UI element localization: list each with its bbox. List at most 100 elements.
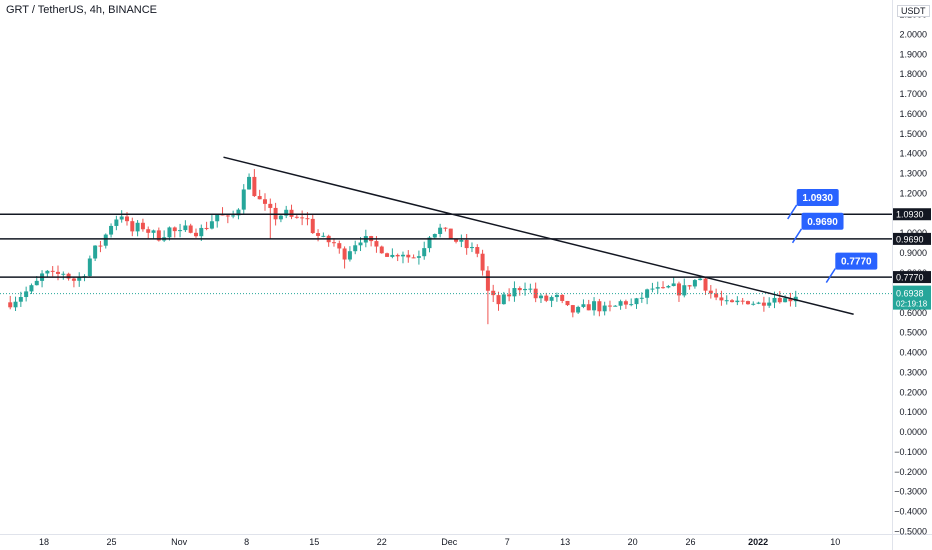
- candlestick[interactable]: [109, 223, 114, 238]
- candlestick[interactable]: [268, 198, 273, 239]
- candlestick[interactable]: [602, 301, 607, 316]
- candlestick[interactable]: [300, 210, 305, 226]
- candlestick[interactable]: [416, 250, 421, 265]
- candlestick[interactable]: [565, 300, 570, 307]
- candlestick[interactable]: [756, 301, 761, 305]
- candlestick[interactable]: [480, 249, 485, 276]
- trend-line[interactable]: [223, 156, 854, 315]
- price-callout[interactable]: 0.9690: [791, 212, 844, 244]
- candlestick[interactable]: [724, 295, 729, 305]
- candlestick[interactable]: [592, 297, 597, 316]
- candlestick[interactable]: [204, 221, 209, 231]
- candlestick[interactable]: [597, 298, 602, 317]
- candlestick[interactable]: [289, 204, 294, 220]
- candlestick[interactable]: [395, 253, 400, 262]
- candlestick[interactable]: [209, 215, 214, 230]
- candlestick[interactable]: [406, 250, 411, 263]
- candlestick[interactable]: [655, 281, 660, 294]
- candlestick[interactable]: [682, 278, 687, 298]
- candlestick[interactable]: [103, 233, 108, 249]
- candlestick[interactable]: [645, 288, 650, 305]
- candlestick[interactable]: [629, 298, 634, 307]
- candlestick[interactable]: [71, 276, 76, 288]
- candlestick[interactable]: [448, 228, 453, 240]
- candlestick[interactable]: [379, 245, 384, 254]
- candlestick[interactable]: [507, 288, 512, 302]
- candlestick[interactable]: [528, 283, 533, 293]
- candlestick[interactable]: [676, 281, 681, 302]
- candlestick[interactable]: [751, 301, 756, 306]
- candlestick[interactable]: [719, 290, 724, 306]
- candlestick[interactable]: [321, 232, 326, 238]
- candlestick[interactable]: [533, 282, 538, 303]
- candlestick[interactable]: [730, 299, 735, 303]
- candlestick[interactable]: [570, 304, 575, 318]
- candlestick[interactable]: [623, 299, 628, 309]
- candlestick[interactable]: [257, 189, 262, 200]
- candlestick[interactable]: [247, 173, 252, 190]
- candlestick[interactable]: [50, 266, 55, 277]
- candlestick[interactable]: [18, 291, 23, 307]
- candlestick[interactable]: [400, 251, 405, 264]
- plot-area[interactable]: [0, 0, 892, 534]
- candlestick[interactable]: [146, 226, 151, 239]
- candlestick[interactable]: [8, 295, 13, 310]
- candlestick[interactable]: [178, 223, 183, 238]
- candlestick[interactable]: [411, 254, 416, 259]
- candlestick[interactable]: [639, 292, 644, 303]
- candlestick[interactable]: [703, 278, 708, 296]
- candlestick[interactable]: [512, 281, 517, 302]
- candlestick[interactable]: [560, 294, 565, 304]
- candlestick[interactable]: [353, 240, 358, 255]
- candlestick[interactable]: [671, 276, 676, 287]
- candlestick[interactable]: [544, 292, 549, 303]
- candlestick[interactable]: [61, 271, 66, 280]
- candlestick[interactable]: [183, 220, 188, 233]
- candlestick[interactable]: [586, 299, 591, 311]
- candlestick[interactable]: [172, 226, 177, 238]
- candlestick[interactable]: [87, 255, 92, 278]
- candlestick[interactable]: [225, 214, 230, 224]
- candlestick[interactable]: [538, 293, 543, 303]
- candlestick[interactable]: [613, 305, 618, 307]
- candlestick[interactable]: [708, 285, 713, 299]
- candlestick[interactable]: [252, 169, 257, 197]
- level-price-label[interactable]: 1.0930: [893, 208, 931, 221]
- price-callout[interactable]: 0.7770: [825, 252, 878, 283]
- candlestick[interactable]: [607, 300, 612, 312]
- candlestick[interactable]: [278, 214, 283, 223]
- candlestick[interactable]: [342, 246, 347, 269]
- candlestick[interactable]: [714, 288, 719, 301]
- candlestick[interactable]: [661, 281, 666, 289]
- candlestick[interactable]: [98, 240, 103, 253]
- candlestick[interactable]: [496, 291, 501, 311]
- candlestick[interactable]: [13, 296, 18, 312]
- candlestick[interactable]: [45, 269, 50, 278]
- candlestick[interactable]: [93, 245, 98, 262]
- candlestick[interactable]: [576, 305, 581, 314]
- candlestick[interactable]: [618, 299, 623, 310]
- candlestick[interactable]: [767, 297, 772, 308]
- candlestick[interactable]: [77, 272, 82, 287]
- candlestick[interactable]: [262, 193, 267, 211]
- candlestick[interactable]: [151, 229, 156, 239]
- candlestick[interactable]: [188, 223, 193, 234]
- candlestick[interactable]: [140, 218, 145, 232]
- candlestick[interactable]: [438, 223, 443, 238]
- candlestick[interactable]: [687, 285, 692, 290]
- candlestick[interactable]: [634, 297, 639, 309]
- currency-unit[interactable]: USDT: [897, 5, 930, 17]
- candlestick[interactable]: [114, 215, 119, 231]
- candlestick[interactable]: [337, 240, 342, 254]
- candlestick[interactable]: [284, 205, 289, 219]
- candlestick[interactable]: [459, 234, 464, 248]
- candlestick[interactable]: [761, 296, 766, 312]
- candlestick[interactable]: [29, 283, 34, 295]
- candlestick[interactable]: [331, 238, 336, 247]
- candlestick[interactable]: [385, 252, 390, 257]
- candlestick[interactable]: [119, 210, 124, 223]
- candlestick[interactable]: [549, 295, 554, 308]
- candlestick[interactable]: [491, 284, 496, 303]
- candlestick[interactable]: [130, 217, 135, 237]
